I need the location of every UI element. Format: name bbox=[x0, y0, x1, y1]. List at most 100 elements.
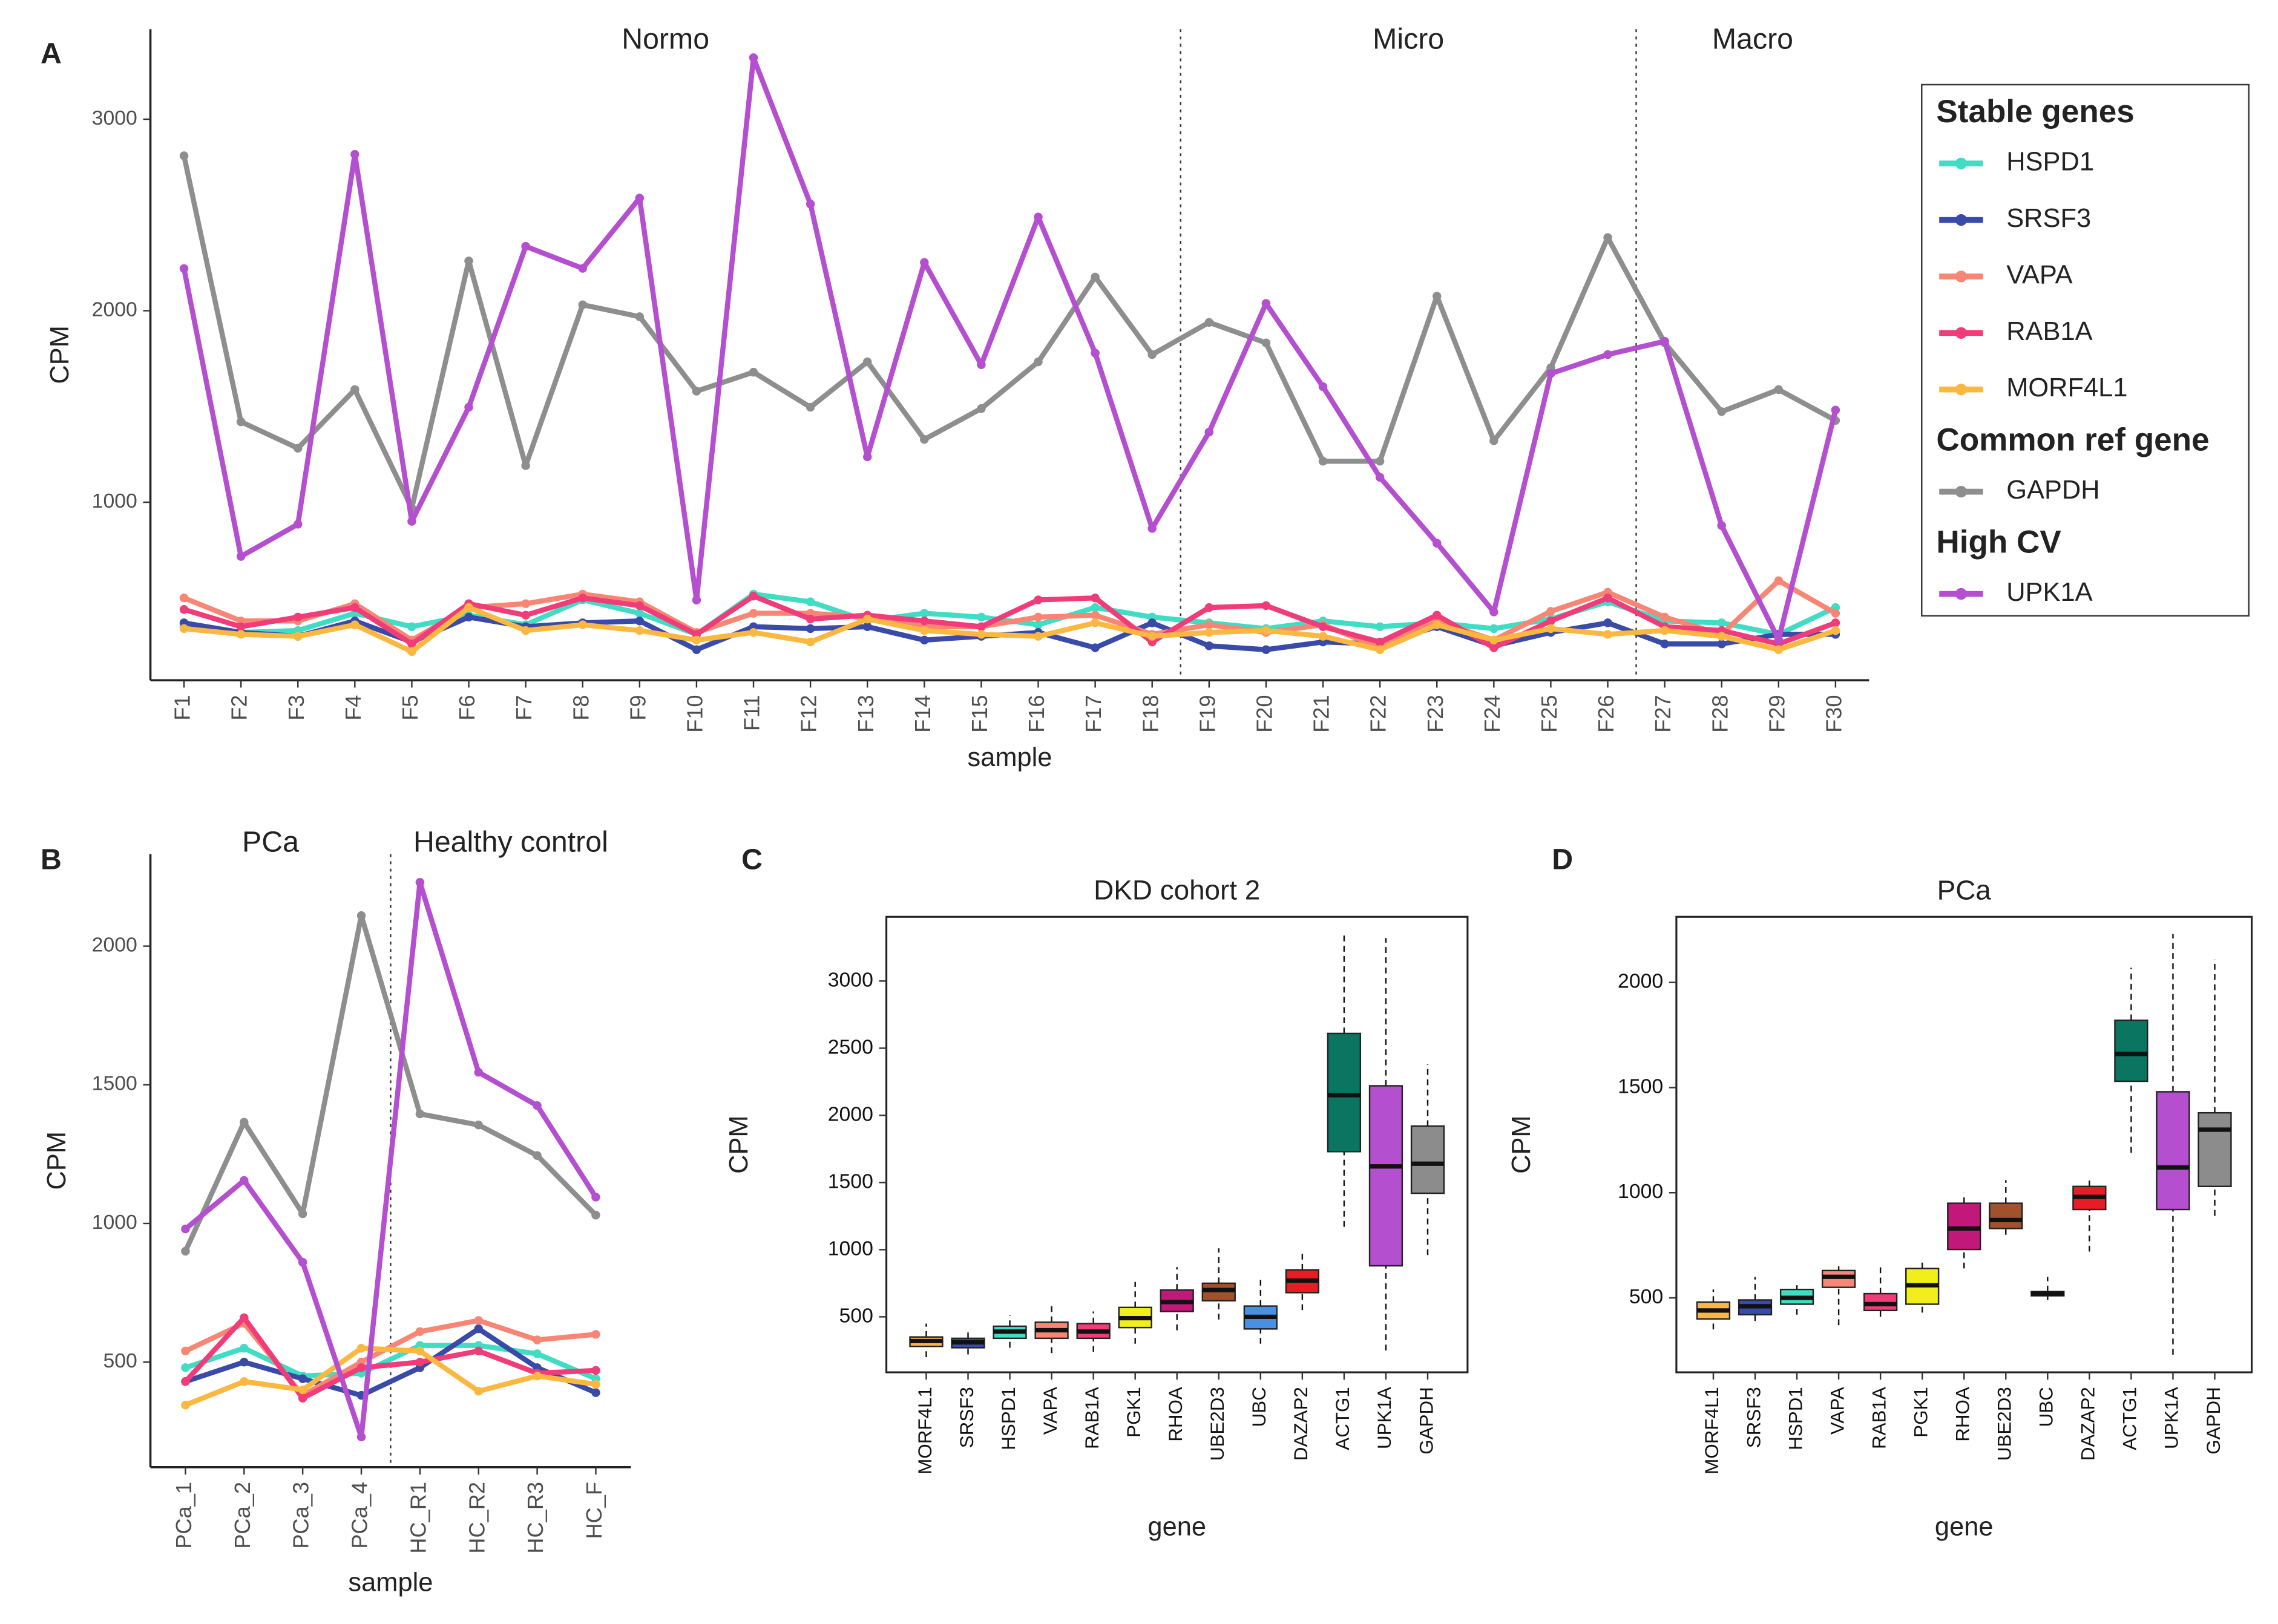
data-point bbox=[977, 612, 986, 622]
group-label: Healthy control bbox=[413, 825, 608, 858]
y-axis-title: CPM bbox=[724, 1115, 753, 1173]
data-point bbox=[236, 417, 246, 427]
data-point bbox=[1375, 473, 1385, 482]
data-point bbox=[298, 1257, 307, 1267]
legend-label: UPK1A bbox=[2006, 578, 2092, 607]
series-line bbox=[181, 55, 1839, 643]
x-tick-label: F28 bbox=[1707, 695, 1732, 732]
x-tick-label: HSPD1 bbox=[998, 1387, 1019, 1450]
data-point bbox=[806, 402, 815, 412]
data-point bbox=[1717, 521, 1726, 530]
x-tick-label: UBE2D3 bbox=[1207, 1387, 1228, 1461]
data-point bbox=[1774, 576, 1784, 586]
data-point bbox=[1147, 618, 1157, 627]
data-point bbox=[1717, 618, 1726, 627]
data-point bbox=[407, 622, 416, 631]
y-tick-label: 500 bbox=[1629, 1285, 1663, 1308]
data-point bbox=[977, 360, 986, 370]
x-tick-label: PCa_3 bbox=[289, 1482, 313, 1549]
x-tick-label: F7 bbox=[511, 695, 536, 720]
data-point bbox=[1034, 612, 1043, 622]
data-point bbox=[407, 517, 416, 526]
legend-swatch-dot bbox=[1955, 157, 1968, 169]
series-line bbox=[184, 1346, 597, 1408]
data-point bbox=[240, 1344, 249, 1353]
x-tick-label: UPK1A bbox=[1374, 1387, 1395, 1449]
data-point bbox=[356, 1344, 366, 1353]
data-point bbox=[179, 151, 189, 160]
data-point bbox=[298, 1393, 307, 1403]
data-point bbox=[1204, 318, 1214, 327]
x-tick-label: F3 bbox=[284, 695, 309, 720]
legend-box bbox=[1921, 83, 2250, 617]
data-point bbox=[1660, 612, 1669, 622]
data-point bbox=[1660, 639, 1669, 649]
data-point bbox=[591, 1380, 600, 1389]
data-point bbox=[1318, 632, 1328, 641]
x-tick-label: F19 bbox=[1195, 695, 1219, 732]
data-point bbox=[1034, 620, 1043, 629]
data-point bbox=[181, 1224, 190, 1234]
x-tick-label: HC_F bbox=[582, 1482, 606, 1539]
data-point bbox=[521, 241, 530, 251]
data-point bbox=[1318, 382, 1328, 391]
y-tick-label: 1000 bbox=[92, 489, 137, 512]
x-tick-label: SRSF3 bbox=[1743, 1387, 1764, 1448]
series-line bbox=[183, 593, 1837, 650]
data-point bbox=[1432, 539, 1442, 548]
x-tick-label: ACTG1 bbox=[2119, 1387, 2141, 1450]
data-point bbox=[474, 1346, 483, 1356]
data-point bbox=[474, 1324, 483, 1334]
data-point bbox=[1318, 457, 1328, 466]
data-point bbox=[1489, 607, 1498, 617]
data-point bbox=[692, 595, 701, 604]
data-point bbox=[1831, 618, 1840, 627]
data-point bbox=[240, 1313, 249, 1323]
data-point bbox=[356, 911, 366, 920]
data-point bbox=[578, 620, 587, 629]
data-point bbox=[1261, 645, 1271, 654]
data-point bbox=[920, 635, 929, 645]
box bbox=[2156, 1091, 2190, 1211]
data-point bbox=[1489, 436, 1498, 445]
data-point bbox=[1091, 643, 1100, 652]
x-tick-label: F20 bbox=[1252, 695, 1276, 732]
data-point bbox=[1091, 594, 1100, 603]
data-point bbox=[920, 609, 929, 618]
data-point bbox=[1034, 632, 1043, 641]
legend-group-title: High CV bbox=[1936, 525, 2061, 560]
x-tick-label: MORF4L1 bbox=[914, 1387, 936, 1475]
data-point bbox=[350, 620, 359, 629]
data-point bbox=[179, 605, 189, 614]
data-point bbox=[1603, 594, 1612, 603]
data-point bbox=[1204, 427, 1214, 437]
data-point bbox=[591, 1330, 600, 1339]
data-point bbox=[298, 1385, 307, 1395]
data-point bbox=[236, 552, 246, 561]
data-point bbox=[1091, 272, 1100, 282]
data-point bbox=[1204, 641, 1214, 650]
x-tick-label: HC_R3 bbox=[523, 1482, 548, 1554]
x-tick-label: UBE2D3 bbox=[1994, 1387, 2015, 1461]
chart-title: DKD cohort 2 bbox=[1094, 874, 1260, 905]
box bbox=[2114, 1020, 2148, 1082]
data-point bbox=[1091, 618, 1100, 627]
data-point bbox=[236, 622, 246, 631]
panel-label: B bbox=[41, 843, 62, 876]
data-point bbox=[1034, 595, 1043, 604]
series-line bbox=[185, 1343, 597, 1381]
x-tick-label: DAZAP2 bbox=[2078, 1387, 2099, 1461]
x-tick-label: UBC bbox=[2036, 1387, 2057, 1427]
data-point bbox=[862, 357, 872, 367]
data-point bbox=[415, 1346, 425, 1356]
y-tick-label: 2000 bbox=[92, 934, 137, 957]
group-label: PCa bbox=[242, 825, 299, 858]
y-tick-label: 2000 bbox=[828, 1102, 873, 1125]
data-point bbox=[578, 300, 587, 309]
data-point bbox=[415, 1109, 425, 1119]
x-tick-label: PGK1 bbox=[1123, 1387, 1144, 1438]
legend-group-title: Stable genes bbox=[1936, 94, 2134, 129]
data-point bbox=[1034, 212, 1043, 221]
x-tick-label: F12 bbox=[796, 695, 821, 732]
data-point bbox=[1432, 611, 1442, 620]
